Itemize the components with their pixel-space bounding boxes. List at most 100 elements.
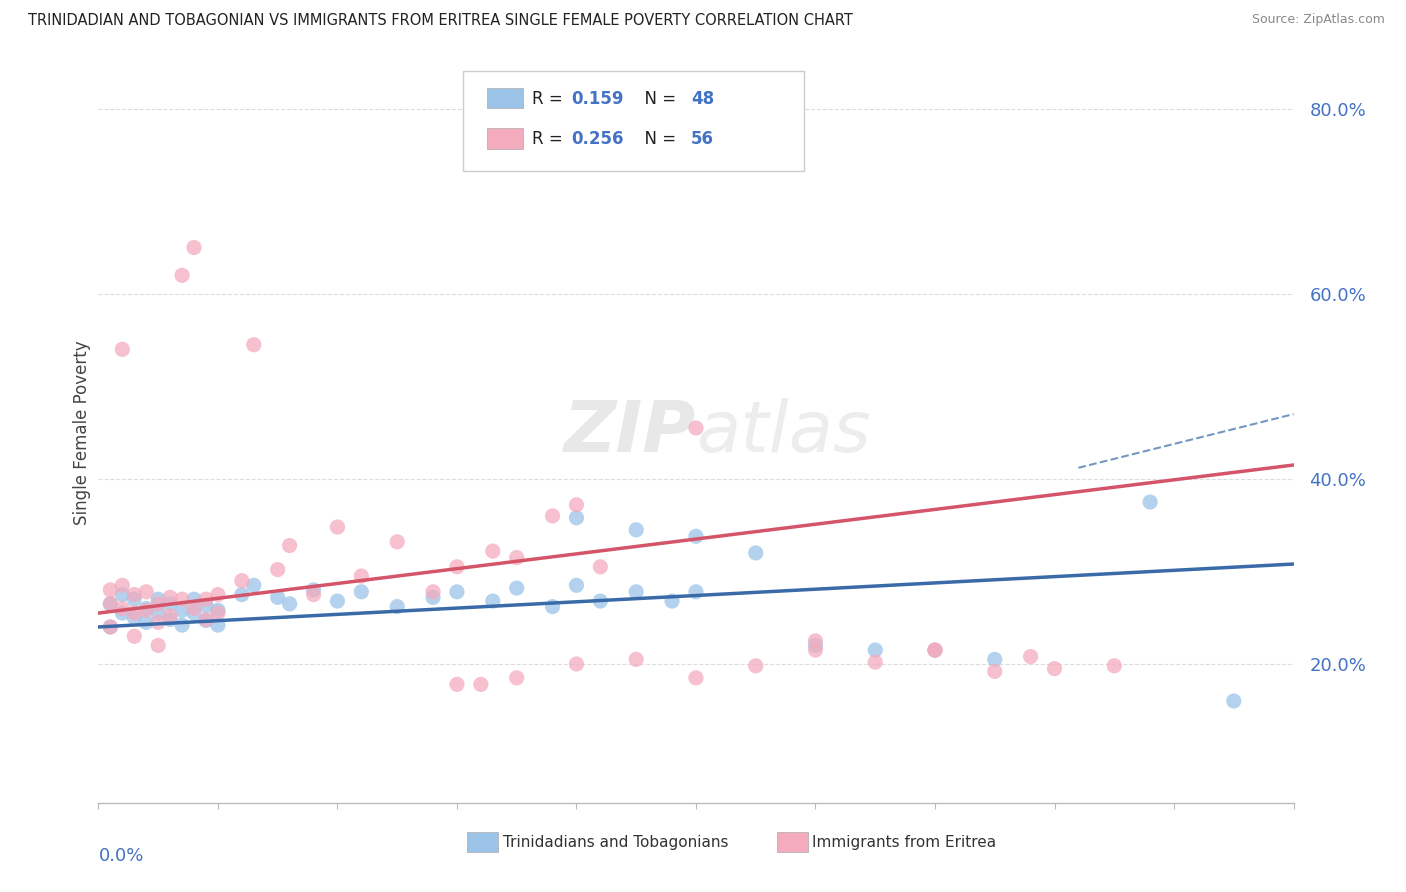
Point [124,588,146,602]
FancyBboxPatch shape [463,71,804,171]
Point [626,584,648,599]
Point [207,618,229,632]
Point [98,597,122,611]
Point [541,599,564,614]
Point [804,643,827,657]
Text: 0.159: 0.159 [572,90,624,108]
Point [148,597,170,611]
Point [111,606,134,620]
Point [565,578,588,592]
Point [183,601,205,615]
Text: TRINIDADIAN AND TOBAGONIAN VS IMMIGRANTS FROM ERITREA SINGLE FEMALE POVERTY CORR: TRINIDADIAN AND TOBAGONIAN VS IMMIGRANTS… [28,13,853,29]
Text: ZIP: ZIP [564,398,696,467]
Text: 0.256: 0.256 [572,130,624,148]
Point [124,629,146,643]
Bar [486,87,523,108]
Point [159,597,181,611]
Point [159,613,181,627]
Point [984,652,1007,666]
Point [207,588,229,602]
Point [183,592,205,607]
Point [1043,662,1066,676]
Text: 48: 48 [692,90,714,108]
Point [924,643,946,657]
Point [482,544,505,558]
Point [159,608,181,623]
Point [278,597,301,611]
Point [124,606,146,620]
Point [685,529,707,543]
Point [148,639,170,653]
Text: R =: R = [533,90,568,108]
Point [111,343,134,357]
Point [267,591,290,605]
Point [506,671,529,685]
Point [565,657,588,671]
Point [183,606,205,620]
Point [1104,658,1126,673]
Point [446,559,468,574]
Text: 56: 56 [692,130,714,148]
Point [183,240,205,254]
Point [135,601,157,615]
Point [124,592,146,607]
Point [172,592,194,607]
Point [350,584,373,599]
Point [470,677,492,691]
Point [506,550,529,565]
Point [195,613,218,627]
Text: Trinidadians and Tobagonians: Trinidadians and Tobagonians [503,835,728,849]
Point [745,658,768,673]
Point [865,655,887,669]
Point [159,591,181,605]
Point [207,603,229,617]
Point [135,615,157,630]
Point [565,498,588,512]
Point [924,643,946,657]
Point [804,633,827,648]
Point [111,588,134,602]
Point [661,594,683,608]
Text: N =: N = [634,130,681,148]
Point [482,594,505,608]
Point [1223,694,1246,708]
Point [195,592,218,607]
Point [804,639,827,653]
Point [506,581,529,595]
Text: R =: R = [533,130,568,148]
Point [148,592,170,607]
Point [231,588,253,602]
Point [446,677,468,691]
Point [385,534,409,549]
Point [207,606,229,620]
Point [745,546,768,560]
Point [1139,495,1161,509]
Point [589,594,612,608]
Point [984,665,1007,679]
Point [422,584,444,599]
Point [98,582,122,597]
Point [172,618,194,632]
Text: atlas: atlas [696,398,870,467]
Point [422,591,444,605]
Y-axis label: Single Female Poverty: Single Female Poverty [73,341,91,524]
Point [685,421,707,435]
Point [148,606,170,620]
Point [589,559,612,574]
Point [111,578,134,592]
Point [924,643,946,657]
Text: Source: ZipAtlas.com: Source: ZipAtlas.com [1251,13,1385,27]
Point [1019,649,1042,664]
Point [111,601,134,615]
Point [326,594,349,608]
Point [172,268,194,283]
Point [267,563,290,577]
Point [446,584,468,599]
Point [626,652,648,666]
Point [195,614,218,628]
Point [124,610,146,624]
Point [685,584,707,599]
Point [326,520,349,534]
Point [231,574,253,588]
Point [243,578,266,592]
